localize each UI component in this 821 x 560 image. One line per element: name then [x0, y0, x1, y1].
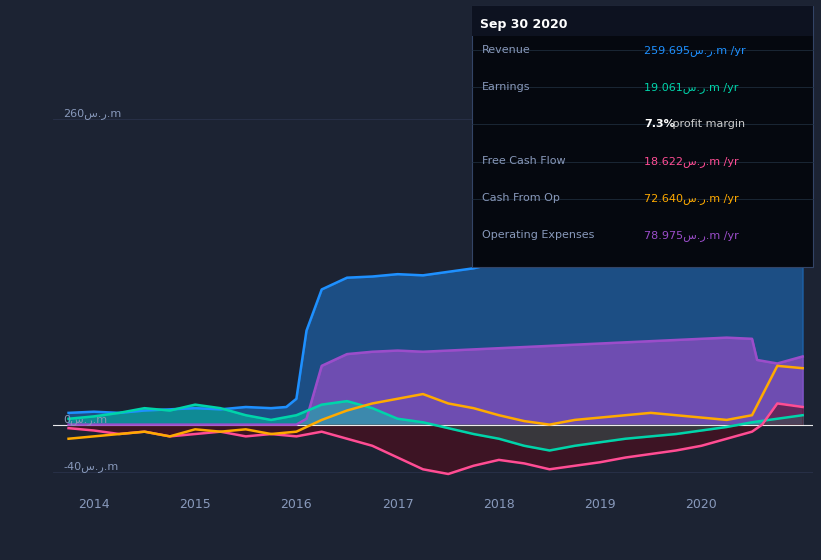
Text: Operating Expenses: Operating Expenses: [482, 230, 594, 240]
Text: 78.975س.ر.m /yr: 78.975س.ر.m /yr: [644, 230, 739, 241]
Text: Earnings: Earnings: [482, 82, 530, 92]
Text: 260س.ر.m: 260س.ر.m: [63, 108, 122, 119]
Text: profit margin: profit margin: [669, 119, 745, 129]
Text: 72.640س.ر.m /yr: 72.640س.ر.m /yr: [644, 193, 739, 204]
Text: 259.695س.ر.m /yr: 259.695س.ر.m /yr: [644, 45, 746, 56]
Text: Free Cash Flow: Free Cash Flow: [482, 156, 566, 166]
Text: 7.3%: 7.3%: [644, 119, 675, 129]
Text: -40س.ر.m: -40س.ر.m: [63, 461, 119, 472]
Text: 0س.ر.m: 0س.ر.m: [63, 414, 108, 424]
Text: 18.622س.ر.m /yr: 18.622س.ر.m /yr: [644, 156, 739, 167]
Text: Cash From Op: Cash From Op: [482, 193, 560, 203]
Text: Revenue: Revenue: [482, 45, 530, 55]
Text: 19.061س.ر.m /yr: 19.061س.ر.m /yr: [644, 82, 739, 93]
Text: Sep 30 2020: Sep 30 2020: [480, 18, 568, 31]
